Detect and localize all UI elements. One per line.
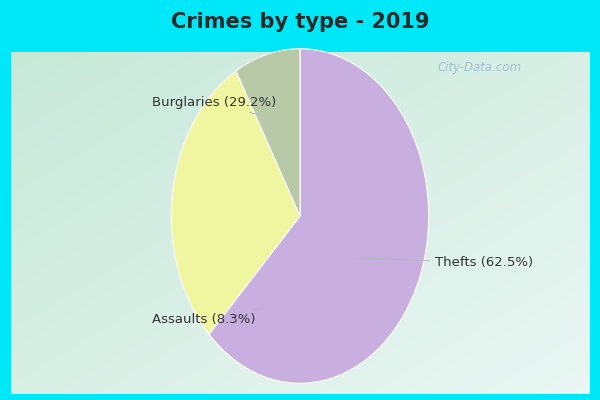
Text: Burglaries (29.2%): Burglaries (29.2%): [152, 96, 276, 115]
Text: City-Data.com: City-Data.com: [438, 62, 522, 74]
Wedge shape: [236, 49, 300, 216]
Text: Assaults (8.3%): Assaults (8.3%): [152, 308, 261, 326]
Wedge shape: [172, 71, 300, 334]
Wedge shape: [209, 49, 428, 383]
Text: Thefts (62.5%): Thefts (62.5%): [357, 256, 533, 269]
Text: Crimes by type - 2019: Crimes by type - 2019: [171, 12, 429, 32]
